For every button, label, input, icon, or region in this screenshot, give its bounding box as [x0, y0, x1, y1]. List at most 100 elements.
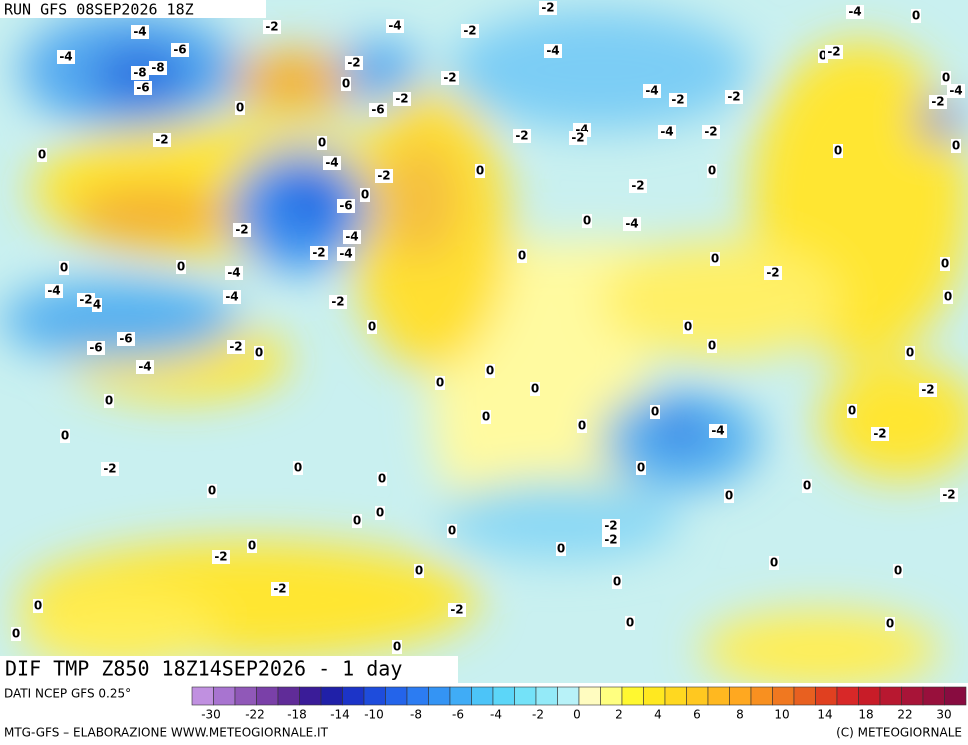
contour-label-bg [539, 1, 557, 15]
contour-label-bg [263, 20, 281, 34]
contour-label: 0 [318, 136, 326, 150]
contour-label-bg [530, 382, 540, 396]
contour-label: -8 [151, 61, 164, 75]
contour-label-bg [101, 462, 119, 476]
field-blob [700, 610, 940, 683]
contour-label-bg [131, 66, 149, 80]
colorbar-label: -22 [245, 708, 265, 722]
contour-label: -2 [541, 1, 554, 15]
colorbar-swatch [750, 686, 773, 706]
contour-label-bg [153, 133, 171, 147]
contour-label: -2 [515, 129, 528, 143]
colorbar-swatch [256, 686, 279, 706]
contour-label: 0 [415, 564, 423, 578]
colorbar-swatch [385, 686, 408, 706]
colorbar-swatch [879, 686, 902, 706]
contour-label-bg [117, 332, 135, 346]
contour-label: 0 [236, 101, 244, 115]
contour-label-bg [77, 293, 95, 307]
contour-label: -6 [173, 43, 186, 57]
contour-label-bg [669, 93, 687, 107]
contour-label-bg [951, 139, 961, 153]
contour-label-bg [212, 550, 230, 564]
contour-label: 0 [725, 489, 733, 503]
contour-label-bg [602, 519, 620, 533]
contour-label-bg [485, 364, 495, 378]
temperature-field [0, 10, 968, 683]
colorbar-swatch [944, 686, 967, 706]
contour-label: -6 [89, 341, 102, 355]
colorbar-swatch [449, 686, 472, 706]
contour-label-bg [317, 136, 327, 150]
contour-label-bg [447, 524, 457, 538]
colorbar-label: 6 [693, 708, 701, 722]
colorbar-label: 2 [615, 708, 623, 722]
contour-label-bg [343, 230, 361, 244]
contour-label: 0 [578, 419, 586, 433]
colorbar-swatch [428, 686, 451, 706]
contour-label-bg [345, 56, 363, 70]
colorbar-swatch [320, 686, 343, 706]
colorbar-swatch [858, 686, 881, 706]
contour-label-bg [629, 179, 647, 193]
contour-label-bg [556, 542, 566, 556]
contour-label-bg [367, 320, 377, 334]
contour-label: 0 [342, 77, 350, 91]
colorbar-swatch [621, 686, 644, 706]
run-label: RUN GFS 08SEP2026 18Z [4, 1, 194, 19]
contour-label-bg [818, 49, 828, 63]
colorbar-swatch [707, 686, 730, 706]
header-box [0, 0, 266, 18]
contour-label: -4 [227, 266, 240, 280]
colorbar-swatch [234, 686, 257, 706]
contour-label-bg [448, 603, 466, 617]
footer-left: MTG-GFS – ELABORAZIONE WWW.METEOGIORNALE… [4, 726, 329, 740]
contour-label-bg [577, 419, 587, 433]
contour-label-bg [517, 249, 527, 263]
colorbar-swatch [578, 686, 601, 706]
contour-label-bg [247, 539, 257, 553]
contour-label: -4 [949, 84, 962, 98]
colorbar-label: 18 [858, 708, 873, 722]
map-title: DIF TMP Z850 18Z14SEP2026 - 1 day [5, 657, 402, 681]
contour-label-bg [885, 617, 895, 631]
colorbar-swatch [557, 686, 580, 706]
contour-label-bg [929, 95, 947, 109]
contour-label: 0 [482, 410, 490, 424]
contour-label: 0 [819, 49, 827, 63]
contour-label-bg [60, 429, 70, 443]
contour-label-bg [769, 556, 779, 570]
contour-label: 0 [942, 71, 950, 85]
contour-label: 0 [803, 479, 811, 493]
colorbar-swatch [836, 686, 859, 706]
field-blob [0, 280, 240, 360]
colorbar-swatch [492, 686, 515, 706]
contour-label-bg [92, 298, 102, 312]
contour-label: -8 [133, 66, 146, 80]
contour-label: 0 [61, 429, 69, 443]
contour-label: -4 [546, 44, 559, 58]
contour-label: 0 [376, 506, 384, 520]
contour-label: -2 [155, 133, 168, 147]
contour-label: 0 [834, 144, 842, 158]
contour-label: -4 [339, 247, 352, 261]
contour-label-bg [475, 164, 485, 178]
contour-label-bg [833, 144, 843, 158]
colorbar-swatch [406, 686, 429, 706]
contour-label: -2 [873, 427, 886, 441]
contour-label-bg [710, 252, 720, 266]
contour-label: -4 [345, 230, 358, 244]
contour-label: 0 [708, 164, 716, 178]
contour-label: 0 [906, 346, 914, 360]
contour-label-bg [569, 131, 587, 145]
contour-label: -2 [671, 93, 684, 107]
contour-label: 0 [361, 188, 369, 202]
contour-label-bg [941, 71, 951, 85]
contour-label: 0 [711, 252, 719, 266]
contour-label: -2 [463, 24, 476, 38]
colorbar-swatch [363, 686, 386, 706]
colorbar-swatch [772, 686, 795, 706]
contour-label: 0 [378, 472, 386, 486]
colorbar-swatch [643, 686, 666, 706]
contour-label: -2 [604, 533, 617, 547]
